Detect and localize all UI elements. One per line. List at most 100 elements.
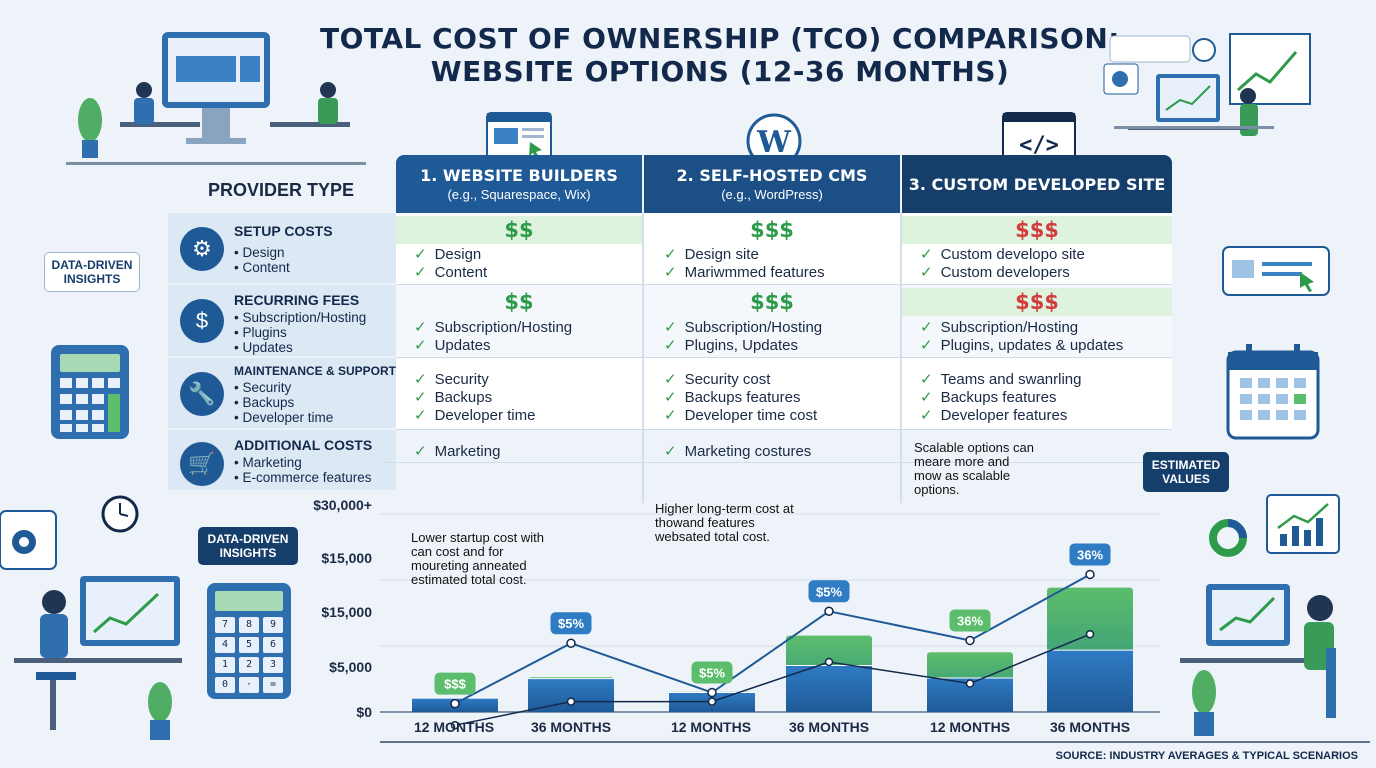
x-tick-label: 12 MONTHS [413, 719, 495, 735]
cell-builders-additional: ✓ Marketing [414, 443, 500, 461]
row-subitem: • Developer time [234, 410, 334, 425]
trend-point [566, 697, 576, 706]
browser-window-icon [1222, 246, 1330, 296]
cell-text: Plugins, Updates [684, 337, 798, 354]
cell-text: Plugins, updates & updates [940, 337, 1124, 354]
check-icon: ✓ [920, 246, 933, 263]
row-title: SETUP COSTS [234, 223, 333, 239]
check-icon: ✓ [414, 389, 427, 406]
calculator-key: · [239, 677, 259, 693]
check-icon: ✓ [414, 443, 427, 460]
column-header-website-builders: 1. WEBSITE BUILDERS (e.g., Squarespace, … [396, 155, 642, 213]
row-subitem: • Design [234, 245, 285, 260]
cell-text: Developer features [940, 407, 1068, 424]
calculator-key: = [263, 677, 283, 693]
calculator-bottom: 7 8 9 4 5 6 1 2 3 0 · = [207, 583, 291, 699]
check-icon: ✓ [664, 371, 677, 388]
calculator-key: 9 [263, 617, 283, 633]
row-title: RECURRING FEES [234, 292, 360, 308]
cell-text: Teams and swanrling [940, 371, 1082, 388]
trend-point [824, 606, 834, 617]
annotation-builders: Lower startup cost with can cost and for… [411, 530, 544, 587]
column-title: 3. CUSTOM DEVELOPED SITE [908, 174, 1166, 194]
value-badge [949, 609, 991, 632]
person-at-desk-left [14, 576, 182, 730]
cell-text: Mariwmmed features [684, 264, 825, 281]
settings-card-icon [0, 510, 57, 570]
plant-icon [148, 682, 172, 740]
cell-text: Backups features [684, 389, 801, 406]
check-icon: ✓ [414, 337, 427, 354]
person-at-desk-right [1180, 584, 1336, 736]
value-badge-label: $$$ [444, 677, 466, 692]
trend-point [824, 657, 834, 667]
value-badge [808, 580, 850, 603]
cell-text: Marketing [434, 443, 501, 460]
x-tick-label: 36 MONTHS [530, 719, 612, 735]
trend-line-lower [454, 633, 1091, 726]
check-icon: ✓ [920, 337, 933, 354]
title-line-1: TOTAL COST OF OWNERSHIP (TCO) COMPARISON… [320, 22, 1120, 55]
row-label-setup-costs: ⚙ SETUP COSTS • Design • Content [168, 213, 396, 285]
office-illustration-left [66, 32, 366, 165]
value-badge [1069, 543, 1111, 566]
cell-text: Design site [684, 246, 759, 263]
calculator-keys: 7 8 9 4 5 6 1 2 3 0 · = [215, 617, 283, 693]
calculator-key: 0 [215, 677, 235, 693]
row-title: ADDITIONAL COSTS [234, 437, 373, 453]
growth-chart-card-icon [1266, 494, 1340, 554]
x-tick-label: 12 MONTHS [929, 719, 1011, 735]
check-icon: ✓ [414, 371, 427, 388]
value-badge-label: 36% [1077, 547, 1103, 562]
calculator-key: 2 [239, 657, 259, 673]
check-icon: ✓ [664, 407, 677, 424]
cell-text: Backups features [940, 389, 1057, 406]
bottom-rule [380, 741, 1370, 743]
annotation-custom: Scalable options can meare more and mow … [914, 440, 1034, 497]
check-icon: ✓ [664, 389, 677, 406]
trend-point [566, 638, 576, 648]
source-note: SOURCE: INDUSTRY AVERAGES & TYPICAL SCEN… [1055, 750, 1358, 762]
row-subitem: • Plugins [234, 325, 287, 340]
calculator-key: 7 [215, 617, 235, 633]
calendar-icon [1226, 344, 1320, 440]
trend-point [707, 687, 717, 698]
estimated-values-badge: ESTIMATED VALUES [1143, 452, 1229, 492]
calculator-key: 4 [215, 637, 235, 653]
title-line-2: WEBSITE OPTIONS (12-36 MONTHS) [430, 55, 1010, 88]
cell-builders-setup: ✓ Design ✓ Content [414, 246, 487, 282]
row-label-maintenance: 🔧 MAINTENANCE & SUPPORT • Security • Bac… [168, 358, 396, 430]
x-tick-label: 36 MONTHS [1049, 719, 1131, 735]
cell-cms-setup: ✓ Design site ✓ Mariwmmed features [664, 246, 825, 282]
clock-icon [101, 495, 139, 533]
calculator-key: 6 [263, 637, 283, 653]
cell-custom-maintenance: ✓ Teams and swanrling ✓ Backups features ✓… [920, 371, 1081, 425]
trend-point [965, 635, 975, 646]
row-label-additional: 🛒 ADDITIONAL COSTS • Marketing • E-comme… [168, 430, 396, 492]
check-icon: ✓ [920, 389, 933, 406]
check-icon: ✓ [414, 246, 427, 263]
cell-text: Developer time cost [684, 407, 818, 424]
row-subitem: • Updates [234, 340, 293, 355]
cell-text: Custom developo site [940, 246, 1085, 263]
page-title: TOTAL COST OF OWNERSHIP (TCO) COMPARISON… [250, 22, 1190, 88]
svg-text:</>: </> [1019, 133, 1059, 158]
cell-text: Marketing costures [684, 443, 812, 460]
cell-custom-recurring: ✓ Subscription/Hosting ✓ Plugins, updates … [920, 319, 1123, 355]
trend-point [965, 679, 975, 688]
trend-point [450, 720, 460, 730]
cell-text: Custom developers [940, 264, 1070, 281]
column-subtitle: (e.g., WordPress) [721, 187, 823, 202]
y-tick-label: $30,000+ [313, 497, 372, 513]
wrench-icon: 🔧 [180, 372, 224, 416]
cell-builders-maintenance: ✓ Security ✓ Backups ✓ Developer time [414, 371, 535, 425]
y-tick-label: $0 [356, 704, 372, 720]
calculator-key: 3 [263, 657, 283, 673]
cost-indicator: $$$ [902, 288, 1172, 316]
value-badge-label: 36% [957, 613, 983, 628]
value-badge-label: $5% [558, 616, 584, 631]
cell-text: Design [434, 246, 482, 263]
column-divider [900, 213, 902, 503]
trend-point [1085, 569, 1095, 580]
